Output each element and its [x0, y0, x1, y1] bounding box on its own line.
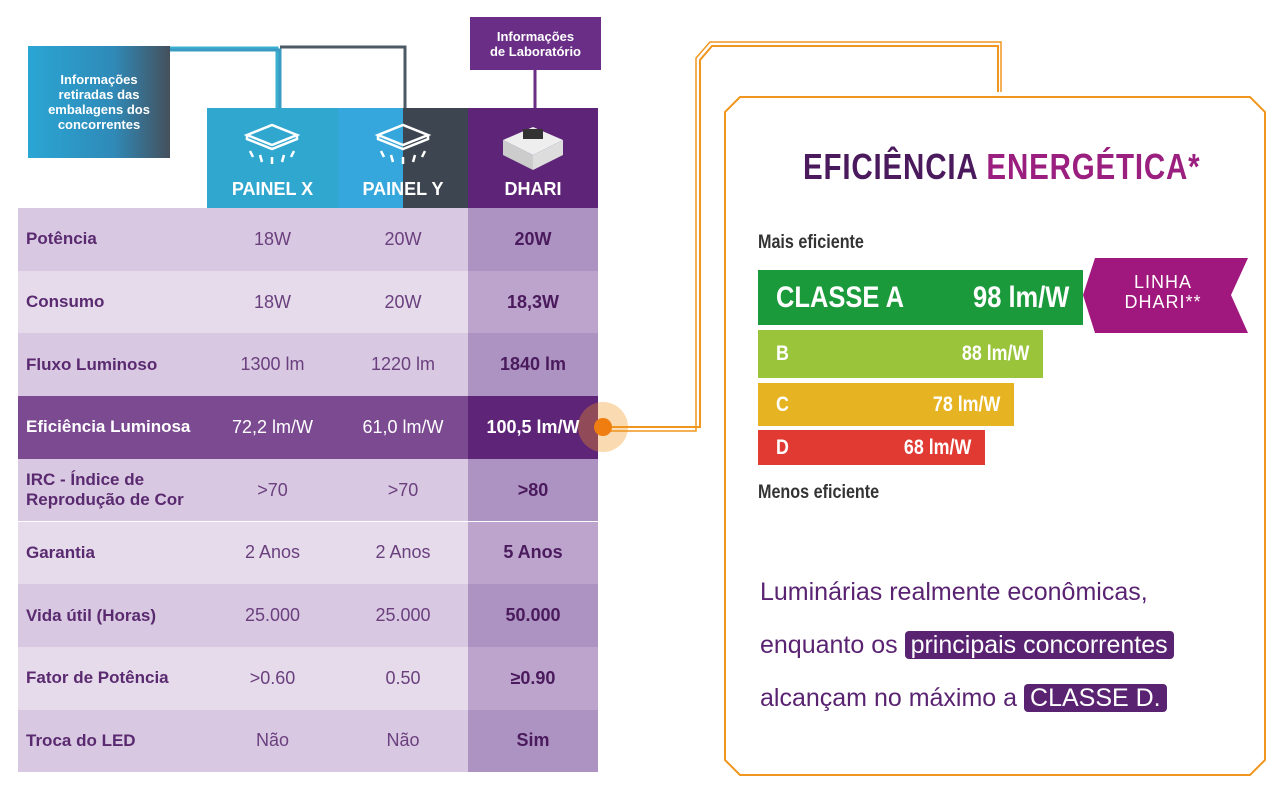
class-value: 88 lm/W [961, 342, 1029, 365]
badge-text: LINHA DHARI** [1098, 272, 1228, 312]
highlight: principais concorrentes [904, 631, 1174, 659]
efficiency-bar: CLASSE A 98 lm/W [758, 270, 1083, 325]
table-cell: 20W [338, 208, 468, 271]
class-value: 78 lm/W [932, 392, 1000, 416]
table-cell: 0.50 [338, 646, 468, 710]
class-value: 68 lm/W [903, 435, 971, 459]
row-label: IRC - Índice de Reprodução de Cor [18, 458, 207, 522]
table-cell: 2 Anos [338, 521, 468, 585]
table-cell: >80 [468, 458, 598, 522]
footer-line: Luminárias realmente econômicas, [760, 578, 1148, 606]
footer-line: enquanto os principais concorrentes [760, 619, 1174, 672]
table-cell: 18,3W [468, 270, 598, 334]
table-cell: 2 Anos [207, 521, 338, 585]
class-label: B [776, 342, 789, 365]
title-part: EFICIÊNCIA [803, 146, 978, 187]
panel-border [724, 96, 1266, 776]
row-label: Fator de Potência [18, 646, 207, 710]
table-cell: 20W [338, 270, 468, 334]
row-label: Potência [18, 208, 207, 271]
table-cell: 1300 lm [207, 333, 338, 397]
source-label: Informações de Laboratório [470, 17, 601, 70]
table-cell: 1220 lm [338, 333, 468, 397]
connector [603, 41, 1002, 432]
table-cell: 1840 lm [468, 333, 598, 397]
table-cell: 25.000 [207, 584, 338, 647]
row-label: Troca do LED [18, 709, 207, 773]
icon [374, 123, 432, 164]
class-label: C [776, 392, 789, 416]
table-cell: 18W [207, 208, 338, 271]
title-part: ENERGÉTICA* [986, 146, 1201, 187]
table-cell: Sim [468, 709, 598, 773]
icon [503, 127, 563, 170]
highlight: CLASSE D. [1024, 684, 1167, 712]
table-cell: 18W [207, 270, 338, 334]
connector [170, 46, 279, 108]
badge [1083, 258, 1248, 333]
efficiency-title: EFICIÊNCIA ENERGÉTICA* [803, 146, 1200, 188]
table-cell: 20W [468, 208, 598, 271]
table-cell: 25.000 [338, 584, 468, 647]
badge-shape [1083, 258, 1248, 333]
table-cell: >0.60 [207, 646, 338, 710]
class-value: 98 lm/W [972, 280, 1069, 314]
efficiency-bar: D 68 lm/W [758, 430, 985, 465]
icon [243, 123, 301, 164]
table-cell: 72,2 lm/W [207, 396, 338, 459]
efficiency-bar: C 78 lm/W [758, 383, 1014, 426]
row-label: Consumo [18, 270, 207, 334]
connector [280, 45, 407, 108]
footer-text: Luminárias realmente econômicas, enquant… [760, 566, 1174, 725]
class-label: D [776, 435, 789, 459]
table-cell: ≥0.90 [468, 646, 598, 710]
connector [603, 45, 999, 428]
badge-line: DHARI** [1124, 292, 1202, 312]
row-label: Garantia [18, 521, 207, 585]
connector [170, 48, 282, 108]
footer-text-part: enquanto os [760, 631, 898, 659]
footer-text-part: alcançam no máximo a [760, 684, 1018, 712]
table-cell: Não [338, 709, 468, 773]
row-label: Vida útil (Horas) [18, 584, 207, 647]
table-cell: >70 [207, 458, 338, 522]
table-cell: >70 [338, 458, 468, 522]
badge-line: LINHA [1133, 272, 1192, 292]
top-label: Mais eficiente [758, 232, 864, 253]
source-label: Informações retiradas das embalagens dos… [28, 46, 170, 158]
class-label: CLASSE A [776, 280, 904, 314]
table-cell: 5 Anos [468, 521, 598, 585]
table-cell: 100,5 lm/W [468, 396, 598, 459]
table-cell: 50.000 [468, 584, 598, 647]
highlight-dot [594, 418, 612, 436]
table-cell: Não [207, 709, 338, 773]
table-cell: 61,0 lm/W [338, 396, 468, 459]
row-label: Eficiência Luminosa [18, 396, 207, 459]
bottom-label: Menos eficiente [758, 482, 880, 503]
row-label: Fluxo Luminoso [18, 333, 207, 397]
efficiency-bar: B 88 lm/W [758, 330, 1043, 378]
footer-line: alcançam no máximo a CLASSE D. [760, 672, 1174, 725]
